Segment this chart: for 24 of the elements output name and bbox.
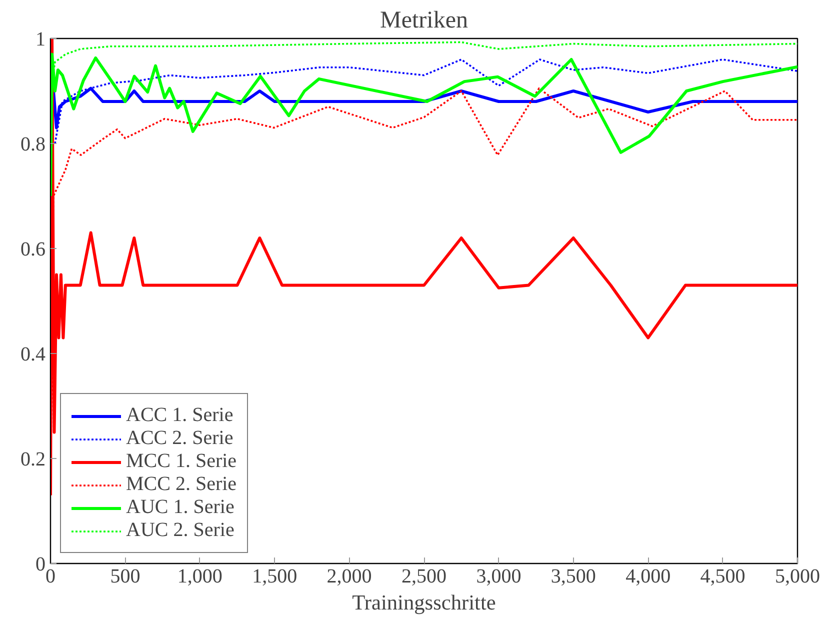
- legend-label: AUC 1. Serie: [126, 496, 234, 519]
- y-tick-label: 0.4: [20, 344, 46, 366]
- x-tick-label: 1,000: [177, 566, 222, 588]
- legend-label: ACC 2. Serie: [126, 427, 234, 450]
- legend-label: MCC 2. Serie: [126, 473, 237, 496]
- legend-label: ACC 1. Serie: [126, 404, 234, 427]
- legend-label: AUC 2. Serie: [126, 519, 234, 542]
- x-tick-label: 3,500: [550, 566, 596, 588]
- x-tick-label: 2,500: [402, 566, 446, 588]
- x-tick-label: 4,000: [626, 566, 671, 588]
- legend-label: MCC 1. Serie: [126, 450, 237, 473]
- y-tick-label: 0.8: [20, 134, 46, 156]
- x-tick-label: 5,000: [775, 566, 820, 588]
- chart-title: Metriken: [380, 8, 468, 34]
- x-tick-label: 2,000: [326, 566, 372, 588]
- x-tick-label: 4,500: [700, 566, 746, 588]
- y-tick-label: 0.6: [20, 238, 46, 260]
- x-tick-label: 3,000: [476, 566, 522, 588]
- x-axis-title: Trainingsschritte: [352, 590, 496, 614]
- y-tick-label: 1: [36, 28, 46, 50]
- y-tick-label: 0.2: [20, 448, 46, 470]
- x-tick-label: 500: [110, 566, 140, 588]
- line-series: [54, 58, 798, 144]
- x-tick-label: 1,500: [252, 566, 298, 588]
